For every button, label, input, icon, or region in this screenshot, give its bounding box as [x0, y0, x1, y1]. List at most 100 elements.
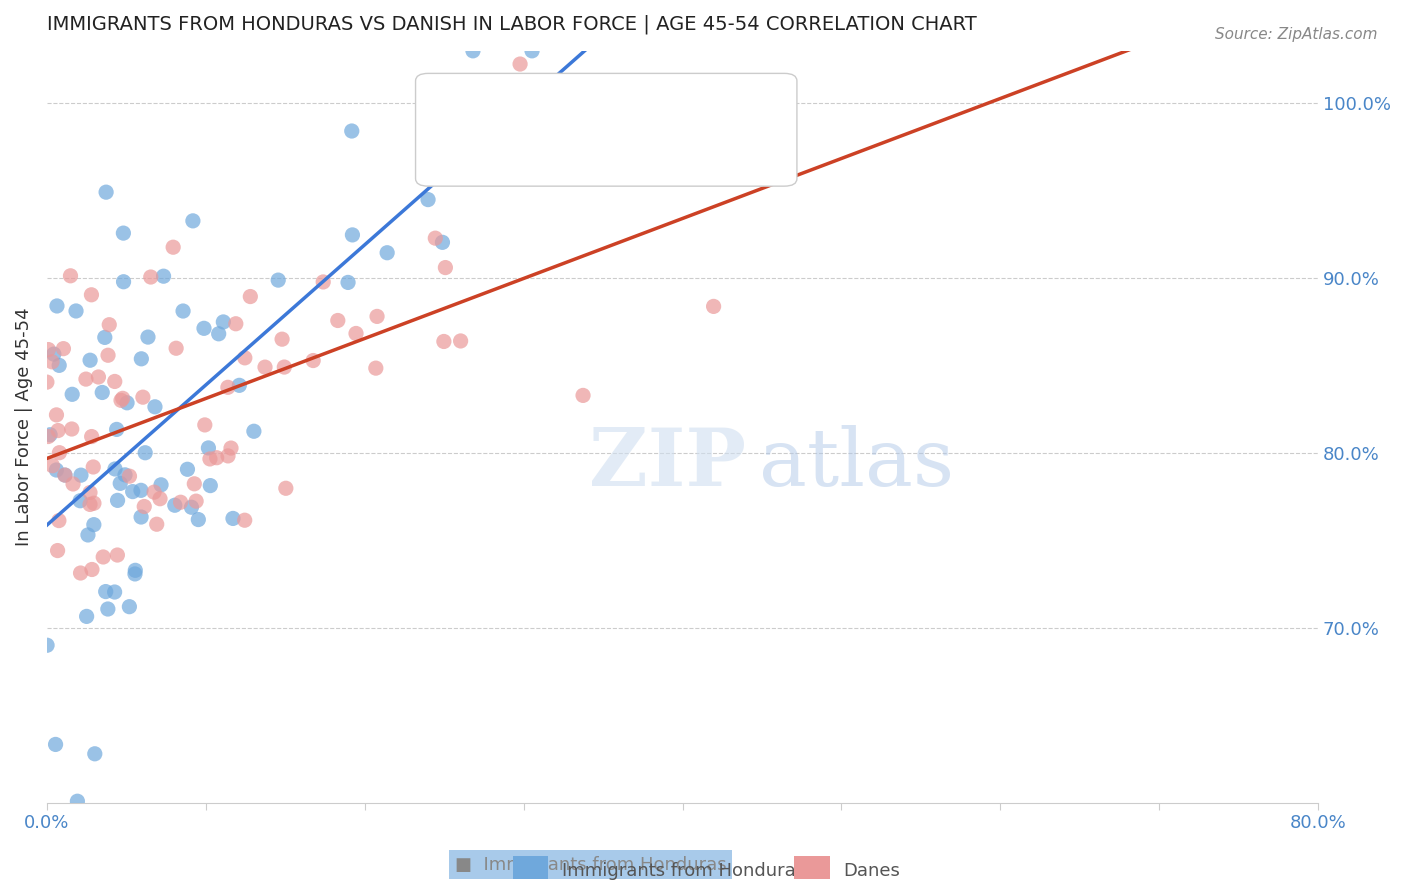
- Immigrants from Honduras: [267, 273, 290, 287]
- Legend: R = 0.387  N = 67, R = 0.468  N = 73: R = 0.387 N = 67, R = 0.468 N = 73: [492, 82, 720, 150]
- Danes: [145, 517, 167, 532]
- Immigrants from Honduras: [94, 584, 117, 599]
- Danes: [139, 270, 162, 285]
- Danes: [198, 451, 221, 466]
- Danes: [41, 355, 63, 369]
- Y-axis label: In Labor Force | Age 45-54: In Labor Force | Age 45-54: [15, 308, 32, 546]
- Danes: [37, 343, 59, 357]
- Danes: [184, 494, 207, 508]
- Danes: [75, 372, 97, 386]
- Immigrants from Honduras: [212, 315, 235, 329]
- Danes: [450, 334, 472, 348]
- Immigrants from Honduras: [124, 566, 146, 581]
- Immigrants from Honduras: [69, 493, 91, 508]
- Danes: [110, 393, 132, 408]
- Immigrants from Honduras: [65, 304, 87, 318]
- Danes: [37, 429, 59, 443]
- Immigrants from Honduras: [124, 563, 146, 577]
- Immigrants from Honduras: [94, 185, 117, 199]
- Immigrants from Honduras: [340, 124, 363, 138]
- Text: atlas: atlas: [759, 425, 953, 503]
- Danes: [165, 341, 187, 355]
- Danes: [149, 491, 172, 506]
- Danes: [98, 318, 121, 332]
- Danes: [53, 468, 76, 483]
- Immigrants from Honduras: [46, 299, 69, 313]
- Text: ZIP: ZIP: [589, 425, 747, 503]
- Immigrants from Honduras: [107, 493, 129, 508]
- Danes: [326, 313, 349, 327]
- Danes: [425, 231, 447, 245]
- Danes: [239, 289, 262, 303]
- Immigrants from Honduras: [35, 638, 58, 652]
- Immigrants from Honduras: [45, 738, 67, 752]
- Danes: [97, 348, 120, 362]
- Immigrants from Honduras: [110, 476, 132, 491]
- Danes: [79, 485, 101, 500]
- Danes: [59, 268, 82, 283]
- Immigrants from Honduras: [129, 510, 152, 524]
- Danes: [271, 332, 294, 346]
- Text: Danes: Danes: [844, 862, 900, 880]
- Danes: [607, 161, 630, 176]
- Immigrants from Honduras: [121, 484, 143, 499]
- Danes: [273, 360, 295, 375]
- Immigrants from Honduras: [136, 330, 159, 344]
- Immigrants from Honduras: [118, 599, 141, 614]
- Immigrants from Honduras: [77, 528, 100, 542]
- Immigrants from Honduras: [150, 478, 173, 492]
- Text: Source: ZipAtlas.com: Source: ZipAtlas.com: [1215, 27, 1378, 42]
- Immigrants from Honduras: [342, 227, 364, 242]
- Danes: [105, 548, 128, 562]
- Immigrants from Honduras: [200, 478, 222, 492]
- Danes: [46, 543, 69, 558]
- Immigrants from Honduras: [79, 353, 101, 368]
- Text: ■  Immigrants from Honduras: ■ Immigrants from Honduras: [454, 855, 727, 873]
- Immigrants from Honduras: [432, 235, 454, 250]
- Danes: [434, 260, 457, 275]
- Immigrants from Honduras: [115, 396, 138, 410]
- Danes: [219, 441, 242, 455]
- Danes: [183, 476, 205, 491]
- Danes: [69, 566, 91, 580]
- Immigrants from Honduras: [180, 500, 202, 515]
- Immigrants from Honduras: [228, 378, 250, 392]
- Immigrants from Honduras: [152, 269, 174, 284]
- Danes: [162, 240, 184, 254]
- Immigrants from Honduras: [105, 422, 128, 436]
- Immigrants from Honduras: [104, 462, 127, 476]
- Immigrants from Honduras: [337, 276, 360, 290]
- Danes: [217, 380, 239, 394]
- Danes: [169, 495, 191, 509]
- Immigrants from Honduras: [94, 330, 117, 344]
- Immigrants from Honduras: [181, 214, 204, 228]
- Danes: [233, 351, 256, 365]
- Immigrants from Honduras: [193, 321, 215, 335]
- Immigrants from Honduras: [53, 468, 76, 483]
- Danes: [48, 446, 70, 460]
- Immigrants from Honduras: [520, 44, 543, 58]
- Danes: [530, 168, 553, 182]
- Immigrants from Honduras: [143, 400, 166, 414]
- Text: IMMIGRANTS FROM HONDURAS VS DANISH IN LABOR FORCE | AGE 45-54 CORRELATION CHART: IMMIGRANTS FROM HONDURAS VS DANISH IN LA…: [46, 15, 977, 35]
- Immigrants from Honduras: [197, 441, 219, 455]
- Danes: [433, 334, 456, 349]
- Immigrants from Honduras: [83, 747, 105, 761]
- Immigrants from Honduras: [208, 326, 231, 341]
- Danes: [111, 392, 134, 406]
- FancyBboxPatch shape: [416, 73, 797, 186]
- Immigrants from Honduras: [114, 467, 136, 482]
- Immigrants from Honduras: [83, 517, 105, 532]
- Danes: [143, 485, 166, 500]
- Immigrants from Honduras: [48, 359, 70, 373]
- Immigrants from Honduras: [243, 424, 266, 438]
- Immigrants from Honduras: [70, 468, 93, 483]
- Danes: [45, 408, 67, 422]
- Immigrants from Honduras: [416, 193, 439, 207]
- Text: Immigrants from Honduras: Immigrants from Honduras: [562, 862, 806, 880]
- Immigrants from Honduras: [222, 511, 245, 525]
- Danes: [118, 469, 141, 483]
- Danes: [274, 481, 297, 495]
- Danes: [703, 300, 725, 314]
- Danes: [80, 287, 103, 301]
